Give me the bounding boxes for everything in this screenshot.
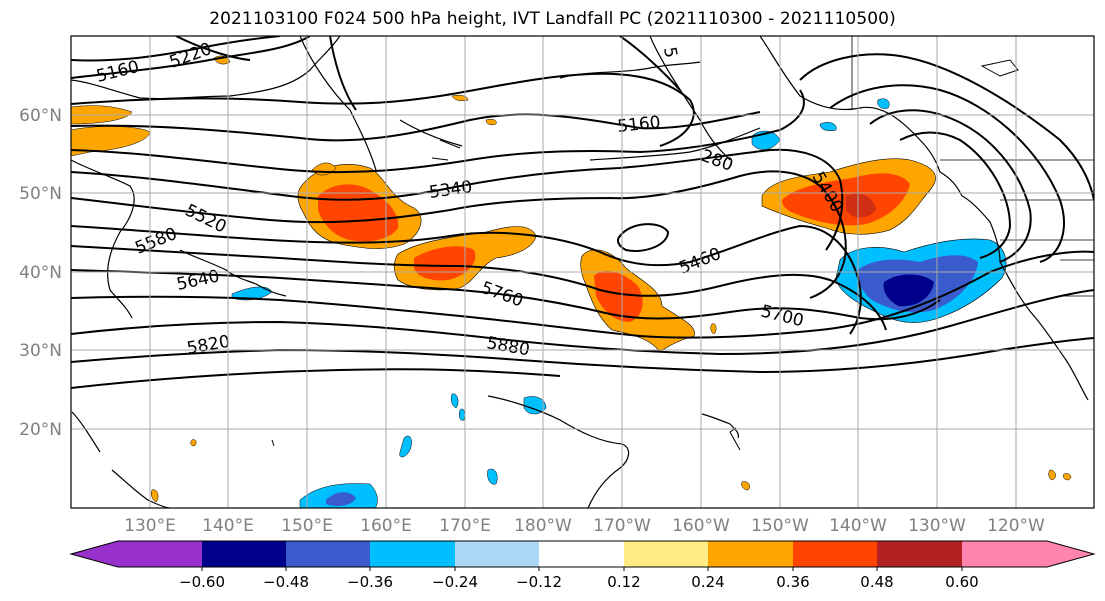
colorbar-tick-label: −0.36 bbox=[347, 573, 393, 591]
lat-label: 60°N bbox=[19, 106, 62, 126]
colorbar-segment bbox=[793, 541, 878, 567]
lon-label: 130°E bbox=[124, 516, 176, 536]
lon-label: 160°W bbox=[672, 516, 730, 536]
ivt-negative-region bbox=[877, 98, 890, 109]
colorbar-segment bbox=[370, 541, 456, 567]
lon-label: 120°W bbox=[987, 516, 1045, 536]
colorbar-tick-label: 0.24 bbox=[691, 573, 724, 591]
lon-label: 140°E bbox=[202, 516, 254, 536]
map-title: 2021103100 F024 500 hPa height, IVT Land… bbox=[209, 9, 896, 29]
colorbar-segment bbox=[286, 541, 371, 567]
lon-label: 140°W bbox=[829, 516, 887, 536]
lon-label: 150°E bbox=[281, 516, 333, 536]
ivt-positive-region bbox=[150, 489, 159, 503]
colorbar-tick-label: −0.12 bbox=[516, 573, 562, 591]
colorbar-extend-high bbox=[1047, 541, 1094, 567]
lat-label: 30°N bbox=[19, 341, 62, 361]
ivt-negative-region bbox=[523, 396, 547, 415]
ivt-negative-region bbox=[819, 122, 837, 131]
colorbar-tick-label: 0.36 bbox=[776, 573, 809, 591]
colorbar-tick-label: −0.60 bbox=[179, 573, 225, 591]
ivt-negative-peak bbox=[883, 274, 934, 307]
ivt-positive-region bbox=[1062, 473, 1072, 481]
gridlines bbox=[71, 36, 1094, 508]
contour-label: 5160 bbox=[616, 113, 661, 137]
colorbar-segment bbox=[624, 541, 709, 567]
colorbar-segment bbox=[455, 541, 540, 567]
ivt-positive-peak bbox=[846, 193, 876, 218]
lat-label: 20°N bbox=[19, 420, 62, 440]
lon-label: 180°W bbox=[514, 516, 572, 536]
colorbar-extend-low bbox=[71, 541, 118, 567]
lon-label: 160°E bbox=[360, 516, 412, 536]
colorbar: −0.60 −0.48 −0.36 −0.24 −0.12 0.12 0.24 … bbox=[69, 540, 1096, 591]
ivt-positive-region bbox=[451, 94, 469, 102]
lat-label: 40°N bbox=[19, 263, 62, 283]
ivt-positive-region bbox=[190, 439, 197, 447]
lon-label: 170°W bbox=[593, 516, 651, 536]
colorbar-tick-label: −0.48 bbox=[263, 573, 309, 591]
ivt-positive-region bbox=[485, 118, 497, 126]
colorbar-segment bbox=[877, 541, 963, 567]
colorbar-tick-label: 0.12 bbox=[607, 573, 640, 591]
lat-label: 50°N bbox=[19, 184, 62, 204]
lon-label: 130°W bbox=[908, 516, 966, 536]
colorbar-segment bbox=[539, 541, 625, 567]
contour-label: 5 bbox=[659, 45, 681, 59]
ivt-positive-strong bbox=[594, 271, 643, 322]
latitude-labels: 60°N 50°N 40°N 30°N 20°N bbox=[19, 106, 62, 440]
colorbar-segment bbox=[962, 541, 1048, 567]
ivt-negative-region bbox=[458, 408, 466, 421]
lon-label: 170°E bbox=[439, 516, 491, 536]
ivt-negative-region bbox=[399, 435, 412, 458]
ivt-positive-region bbox=[741, 481, 750, 491]
ivt-positive-region bbox=[710, 323, 717, 335]
lon-label: 150°W bbox=[751, 516, 809, 536]
height-contours bbox=[71, 36, 1094, 389]
longitude-labels: 130°E 140°E 150°E 160°E 170°E 180°W 170°… bbox=[124, 516, 1045, 536]
colorbar-tick-label: 0.48 bbox=[860, 573, 893, 591]
map-frame bbox=[70, 35, 1095, 509]
ivt-negative-region bbox=[487, 468, 498, 485]
colorbar-segment bbox=[708, 541, 794, 567]
ivt-negative-region bbox=[450, 393, 459, 409]
ivt-negative-strong bbox=[326, 492, 356, 506]
colorbar-tick-label: 0.60 bbox=[945, 573, 978, 591]
colorbar-ticks bbox=[201, 567, 963, 571]
colorbar-tick-label: −0.24 bbox=[432, 573, 478, 591]
ivt-positive-region bbox=[1048, 469, 1056, 481]
colorbar-segment bbox=[202, 541, 287, 567]
colorbar-segment bbox=[118, 541, 203, 567]
colorbar-outline bbox=[69, 540, 1096, 568]
